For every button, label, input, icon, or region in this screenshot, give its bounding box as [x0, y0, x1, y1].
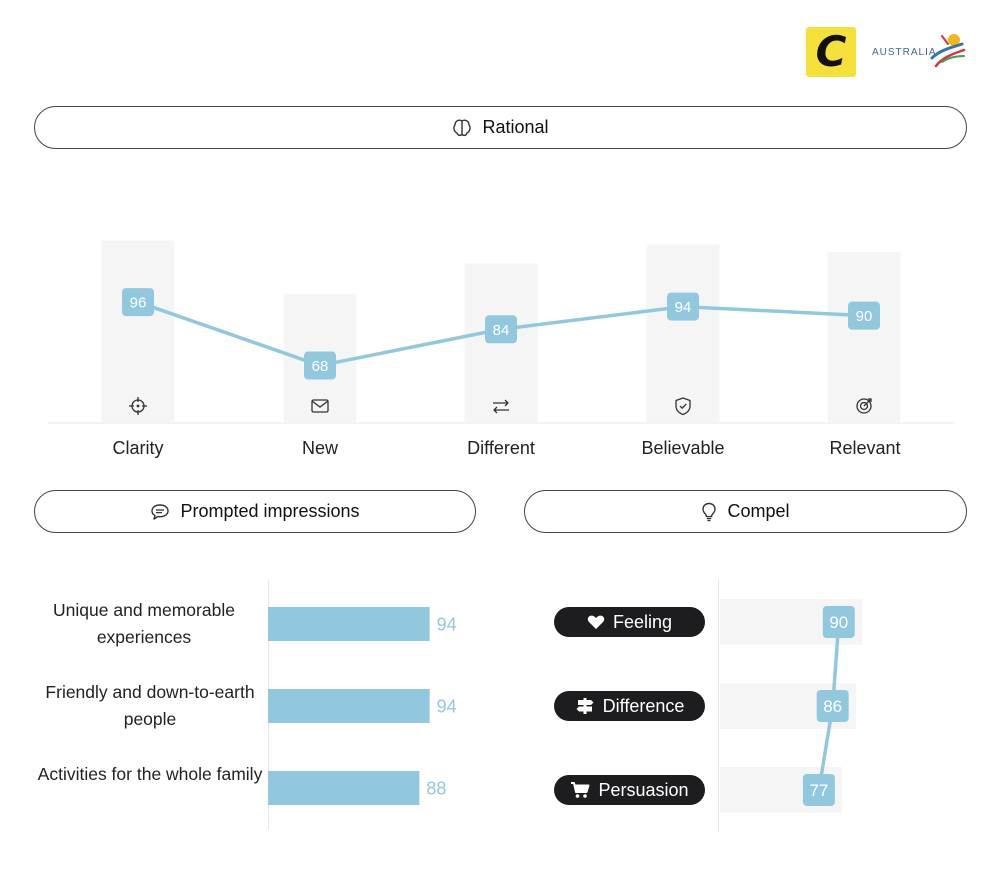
- compel-point-marker: [802, 774, 835, 806]
- compel-point-marker: [822, 606, 855, 638]
- compel-label-difference: Difference: [602, 695, 685, 716]
- speech-bubble-icon: [151, 503, 170, 520]
- rational-bar: [101, 240, 175, 423]
- category-label-relevant: Relevant: [829, 438, 901, 458]
- compel-chart: 90 86 77: [720, 599, 863, 813]
- signpost-icon: [576, 698, 594, 714]
- swap-arrows-icon: [493, 399, 509, 414]
- compel-badge-persuasion: Persuasion: [554, 775, 705, 805]
- crosshair-icon: [129, 397, 147, 415]
- impression-bar: [268, 607, 430, 641]
- impression-value-label: 94: [437, 615, 457, 635]
- rational-point-marker: [667, 292, 699, 321]
- impression-label-friendly: Friendly and down-to-earth people: [45, 682, 255, 729]
- category-label-clarity: Clarity: [112, 438, 164, 458]
- compel-axis-line: [718, 580, 719, 832]
- prompted-impressions-header: Prompted impressions: [34, 490, 476, 533]
- heart-icon: [587, 615, 605, 629]
- impression-bar: [268, 771, 420, 805]
- brand-logo-c: C: [806, 27, 856, 77]
- compel-point-marker: [816, 690, 849, 722]
- brain-icon: [453, 119, 472, 136]
- category-label-believable: Believable: [641, 438, 725, 458]
- compel-point-label: 90: [829, 613, 848, 632]
- rational-header: Rational: [34, 106, 967, 149]
- kangaroo-logo-icon: [930, 34, 966, 68]
- shield-check-icon: [675, 397, 691, 416]
- category-label-different: Different: [467, 438, 535, 458]
- compel-point-label: 77: [809, 781, 828, 800]
- compel-label-feeling: Feeling: [612, 611, 673, 632]
- impression-label-family: Activities for the whole family: [37, 764, 263, 784]
- lightbulb-icon: [702, 502, 717, 521]
- impression-bar: [268, 689, 430, 723]
- rational-point-marker: [304, 351, 336, 380]
- rational-point-marker: [122, 288, 154, 317]
- impression-value-label: 94: [437, 697, 457, 717]
- rational-point-label: 84: [493, 322, 510, 339]
- rational-point-label: 68: [312, 358, 329, 375]
- prompted-impressions-title: Prompted impressions: [180, 501, 360, 521]
- rational-point-marker: [848, 301, 880, 330]
- impression-value-label: 88: [426, 779, 446, 799]
- impressions-chart: 94 94 88: [268, 607, 457, 805]
- rational-point-label: 94: [675, 299, 692, 316]
- compel-badge-feeling: Feeling: [554, 607, 705, 637]
- compel-title: Compel: [727, 501, 790, 521]
- rational-chart: 96 68 84 94 90: [48, 240, 955, 424]
- category-label-new: New: [301, 438, 338, 458]
- target-arrow-icon: [856, 398, 872, 414]
- cart-icon: [571, 782, 590, 798]
- impression-label-unique: Unique and memorable experiences: [53, 600, 235, 647]
- compel-label-persuasion: Persuasion: [598, 779, 689, 800]
- compel-header: Compel: [524, 490, 967, 533]
- rational-point-label: 90: [856, 308, 873, 325]
- compel-badge-difference: Difference: [554, 691, 705, 721]
- envelope-icon: [311, 399, 329, 413]
- rational-point-label: 96: [130, 295, 147, 312]
- rational-point-marker: [485, 315, 517, 344]
- rational-title: Rational: [482, 117, 549, 137]
- australia-logo-text: AUSTRALIA: [872, 47, 937, 58]
- rational-bar: [646, 244, 720, 423]
- rational-bar: [827, 252, 901, 423]
- compel-point-label: 86: [823, 697, 842, 716]
